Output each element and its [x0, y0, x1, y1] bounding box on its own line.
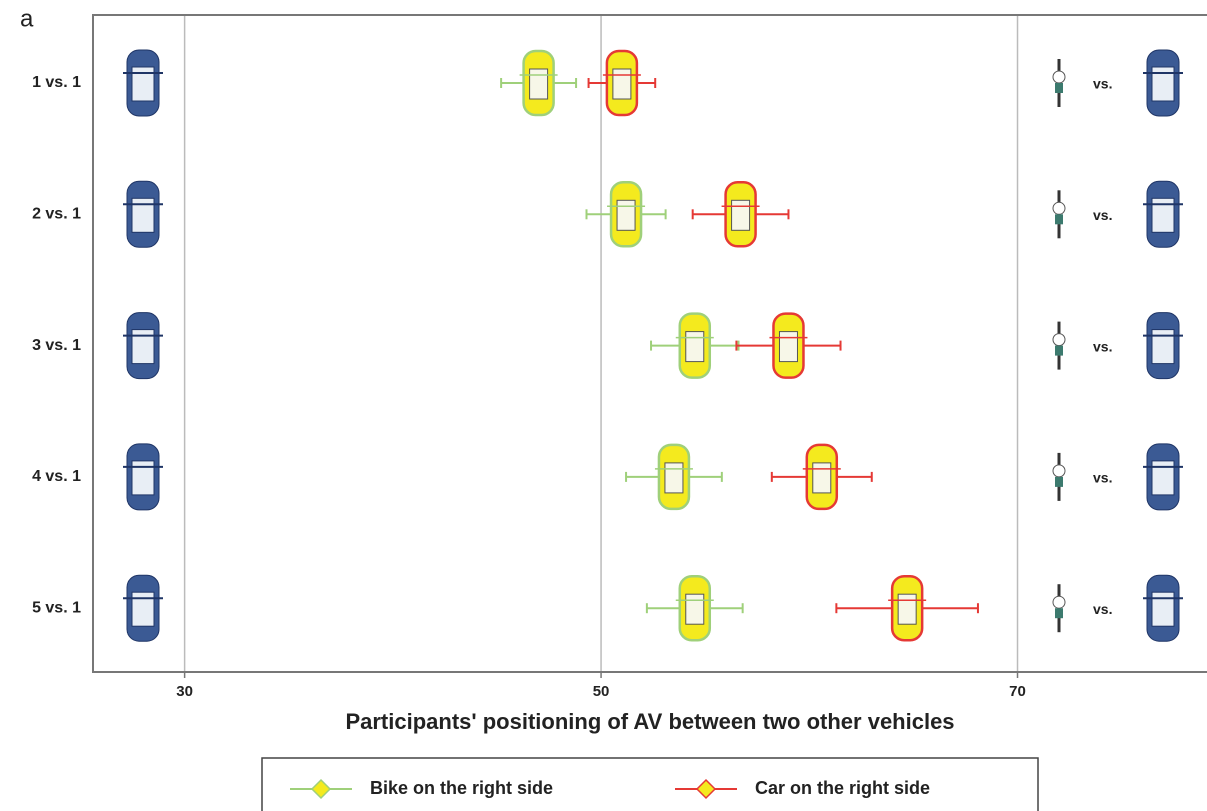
bike-rider: [1053, 202, 1065, 214]
x-axis-label: Participants' positioning of AV between …: [345, 709, 954, 734]
marker-car-window: [779, 332, 797, 362]
marker-car-window: [686, 332, 704, 362]
bike-rider: [1053, 596, 1065, 608]
row-note: vs.: [1093, 338, 1112, 354]
bike-rider-body: [1055, 83, 1063, 93]
marker-car-window: [686, 594, 704, 624]
row-note: vs.: [1093, 601, 1112, 617]
bike-rider-body: [1055, 477, 1063, 487]
bike-rider-body: [1055, 608, 1063, 618]
bike-rider: [1053, 334, 1065, 346]
marker-car-window: [898, 594, 916, 624]
plot-frame: [93, 15, 1207, 672]
row-note: vs.: [1093, 470, 1112, 486]
legend-label: Car on the right side: [755, 778, 930, 798]
marker-car-window: [530, 69, 548, 99]
row-note: vs.: [1093, 207, 1112, 223]
bike-rider: [1053, 71, 1065, 83]
panel-label: a: [20, 5, 34, 32]
bike-rider: [1053, 465, 1065, 477]
y-tick-label: 3 vs. 1: [32, 337, 81, 354]
legend-label: Bike on the right side: [370, 778, 553, 798]
marker-car-window: [813, 463, 831, 493]
x-tick-label: 50: [593, 683, 610, 700]
row-note: vs.: [1093, 76, 1112, 92]
y-tick-label: 4 vs. 1: [32, 468, 81, 485]
y-tick-label: 1 vs. 1: [32, 74, 81, 91]
bike-rider-body: [1055, 346, 1063, 356]
marker-car-window: [613, 69, 631, 99]
chart: a Participants' positioning of AV betwee…: [0, 0, 1207, 811]
marker-car-window: [732, 200, 750, 230]
y-tick-label: 2 vs. 1: [32, 206, 81, 223]
x-tick-label: 70: [1009, 683, 1026, 700]
y-tick-label: 5 vs. 1: [32, 599, 81, 616]
bike-rider-body: [1055, 214, 1063, 224]
marker-car-window: [665, 463, 683, 493]
x-tick-label: 30: [176, 683, 193, 700]
marker-car-window: [617, 200, 635, 230]
